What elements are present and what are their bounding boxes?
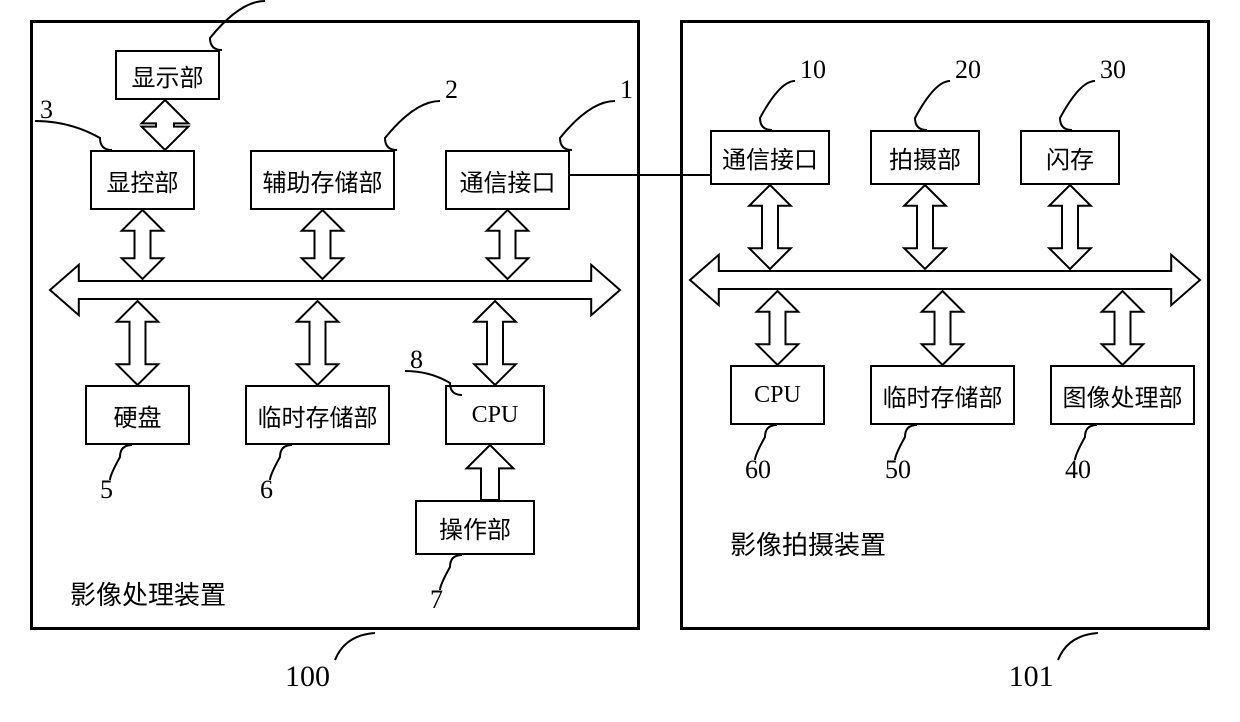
ref-num-40: 40 [1065,455,1091,485]
ref-num-7: 7 [430,585,443,615]
node-label: 通信接口 [722,140,818,175]
ref-num-20: 20 [955,55,981,85]
node-hdd: 硬盘 [85,385,190,445]
ref-num-10: 10 [800,55,826,85]
node-label: CPU [472,402,519,429]
node-cpu-left: CPU [445,385,545,445]
node-label: 显控部 [107,163,179,198]
node-label: 辅助存储部 [263,163,383,198]
ref-num-5: 5 [100,475,113,505]
node-label: 拍摄部 [889,140,961,175]
ref-num-1: 1 [620,75,633,105]
ref-num-6: 6 [260,475,273,505]
node-camera: 拍摄部 [870,130,980,185]
caption-image-processing: 影像处理装置 [70,575,226,612]
node-label: 硬盘 [114,398,162,433]
node-label: 图像处理部 [1063,378,1183,413]
ref-num-50: 50 [885,455,911,485]
node-display: 显示部 [115,50,220,100]
container-image-processing [30,20,640,630]
ref-num-30: 30 [1100,55,1126,85]
node-label: CPU [754,382,801,409]
diagram-canvas: 显示部 显控部 辅助存储部 通信接口 硬盘 临时存储部 CPU 操作部 通信接口… [0,0,1240,722]
node-cpu-right: CPU [730,365,825,425]
node-label: 通信接口 [460,163,556,198]
node-label: 闪存 [1046,140,1094,175]
ref-num-4: 4 [270,0,283,5]
node-label: 临时存储部 [258,398,378,433]
ref-num-60: 60 [745,455,771,485]
ref-num-8: 8 [410,345,423,375]
node-aux-storage: 辅助存储部 [250,150,395,210]
node-temp-storage-left: 临时存储部 [245,385,390,445]
ref-num-101: 101 [1009,660,1054,694]
ref-num-2: 2 [445,75,458,105]
node-comm-interface-right: 通信接口 [710,130,830,185]
node-label: 显示部 [132,58,204,93]
node-comm-interface-left: 通信接口 [445,150,570,210]
node-temp-storage-right: 临时存储部 [870,365,1015,425]
node-display-control: 显控部 [90,150,195,210]
node-label: 操作部 [439,510,511,545]
node-image-proc: 图像处理部 [1050,365,1195,425]
caption-image-capture: 影像拍摄装置 [730,525,886,562]
node-operation: 操作部 [415,500,535,555]
ref-num-3: 3 [40,95,53,125]
node-label: 临时存储部 [883,378,1003,413]
node-flash: 闪存 [1020,130,1120,185]
ref-num-100: 100 [285,660,330,694]
